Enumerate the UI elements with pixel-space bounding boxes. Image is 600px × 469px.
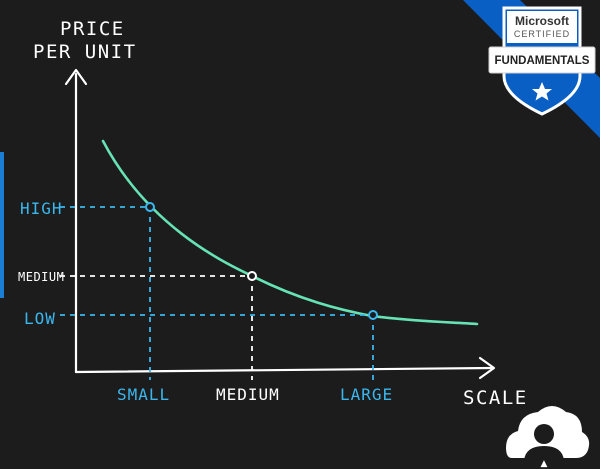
badge-banner <box>488 46 596 74</box>
y-axis-arrowhead <box>64 68 88 86</box>
x-axis-arrowhead <box>478 356 496 380</box>
curve-points <box>145 202 378 320</box>
price-curve <box>101 139 479 326</box>
y-axis-label-line1: PRICE <box>60 18 125 40</box>
x-axis <box>74 366 494 374</box>
y-label-low: LOW <box>24 309 56 328</box>
badge-brand: Microsoft <box>515 14 569 28</box>
y-label-medium: MEDIUM <box>18 270 64 284</box>
avatar-head <box>534 424 554 444</box>
avatar-body <box>524 446 564 460</box>
x-axis-label: SCALE <box>463 387 528 409</box>
x-label-large: LARGE <box>340 385 393 404</box>
x-label-medium: MEDIUM <box>216 385 280 404</box>
point-large-low <box>368 310 378 320</box>
point-medium-medium <box>247 271 257 281</box>
badge-top-panel <box>507 11 577 43</box>
certification-badge: Microsoft CERTIFIED FUNDAMENTALS <box>463 0 600 138</box>
y-label-high: HIGH <box>20 199 63 218</box>
x-label-small: SMALL <box>117 385 170 404</box>
star-icon <box>532 82 552 101</box>
y-axis-label-line2: PER UNIT <box>33 41 137 63</box>
cloud-avatar-icon: ▲ <box>506 406 590 469</box>
axes <box>64 68 496 380</box>
avatar-chevron-icon: ▲ <box>541 459 548 469</box>
left-accent-bar <box>0 152 4 298</box>
guide-lines <box>60 206 374 380</box>
point-small-high <box>145 202 155 212</box>
badge-title: FUNDAMENTALS <box>495 55 590 67</box>
badge-certified: CERTIFIED <box>514 29 570 39</box>
